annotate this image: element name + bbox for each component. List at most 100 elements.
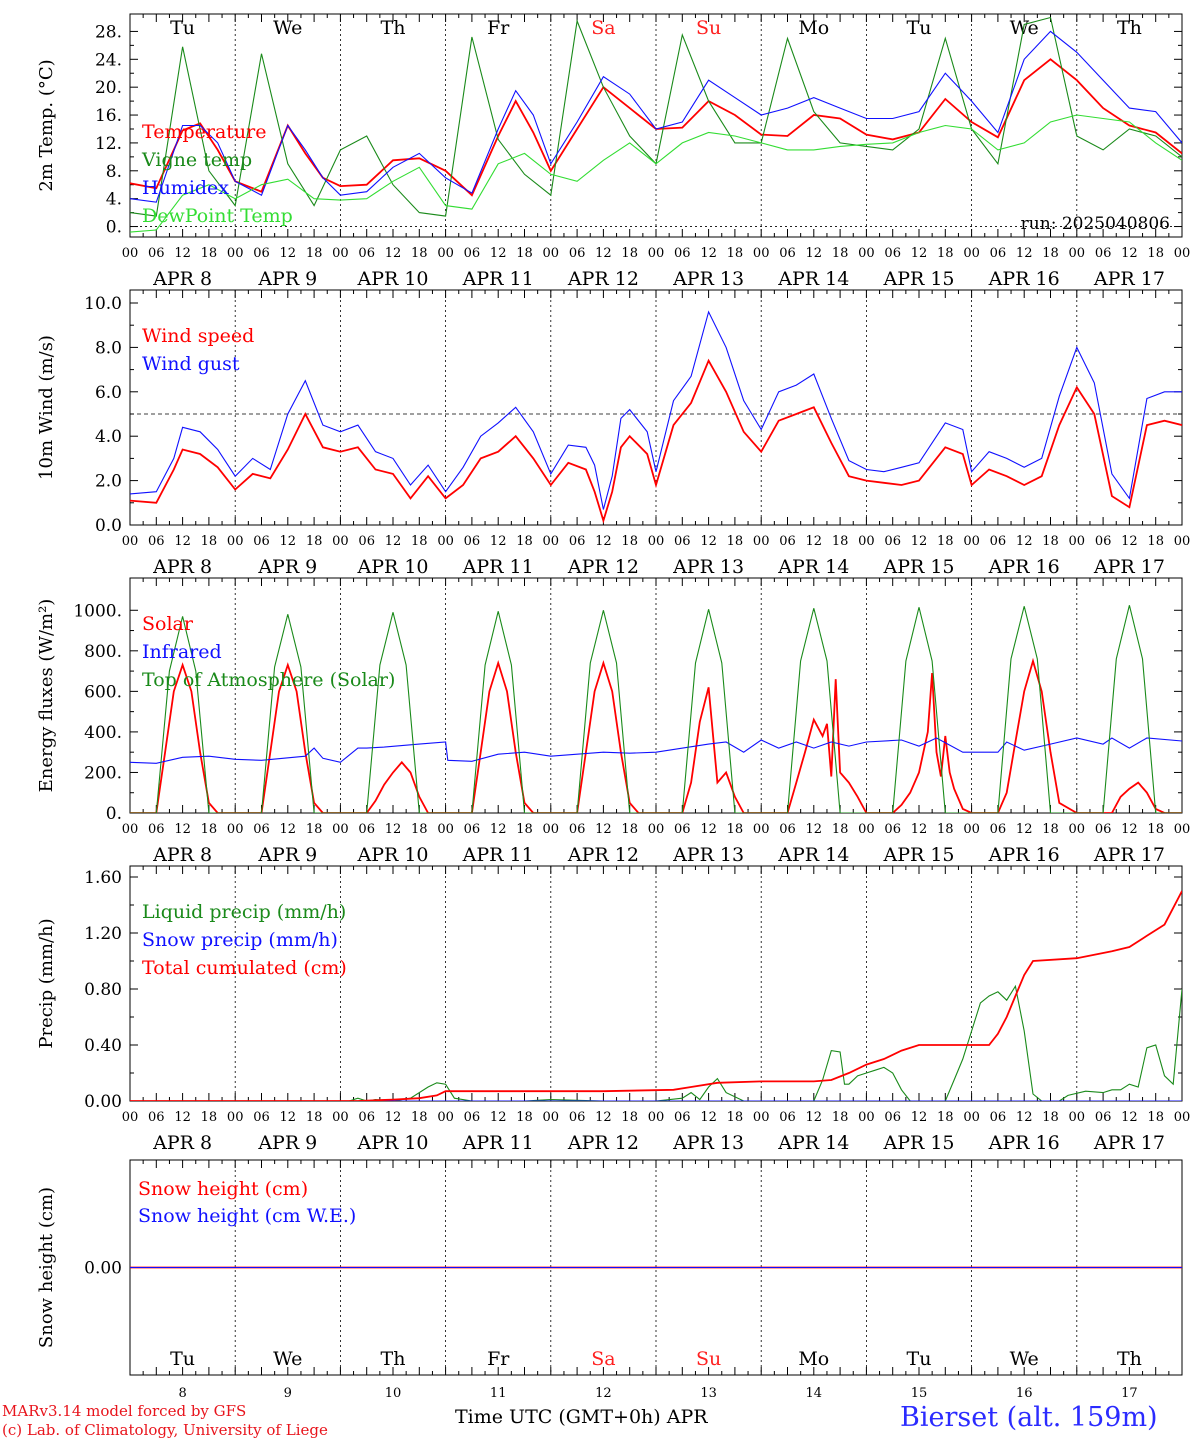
hour-tick-label: 06: [990, 822, 1007, 837]
y-tick-label: 28.: [95, 22, 122, 42]
hour-tick-label: 06: [674, 246, 691, 261]
date-label: APR 8: [152, 556, 212, 578]
hour-tick-label: 18: [937, 246, 954, 261]
hour-tick-label: 12: [1016, 246, 1033, 261]
hour-tick-label: 18: [1042, 822, 1059, 837]
hour-tick-label: 18: [727, 1110, 744, 1125]
y-tick-label: 0.00: [84, 1259, 122, 1279]
hour-tick-label: 00: [648, 534, 665, 549]
y-tick-label: 16.: [95, 106, 122, 126]
hour-tick-label: 18: [937, 822, 954, 837]
hour-tick-label: 18: [621, 1110, 638, 1125]
hour-tick-label: 00: [332, 534, 349, 549]
hour-tick-label: 00: [753, 246, 770, 261]
hour-tick-label: 06: [884, 246, 901, 261]
y-tick-label: 400.: [84, 723, 122, 743]
y-axis-label: 2m Temp. (°C): [36, 59, 57, 191]
date-label: APR 9: [257, 1132, 317, 1154]
hour-tick-label: 18: [516, 1110, 533, 1125]
hour-tick-label: 00: [543, 822, 560, 837]
series-top-of-atmosphere-solar-: [130, 605, 1182, 813]
hour-tick-label: 06: [148, 534, 165, 549]
hour-tick-label: 12: [490, 534, 507, 549]
date-label: APR 14: [777, 1132, 849, 1154]
panel-1: 0. 4. 8. 12. 16. 20. 24. 28. 2m Temp. (°C) 00 06 12…: [36, 13, 1190, 290]
hour-tick-label: 06: [779, 822, 796, 837]
hour-tick-label: 06: [1095, 534, 1112, 549]
hour-tick-label: 00: [122, 246, 139, 261]
hour-tick-label: 12: [280, 246, 297, 261]
y-tick-label: 6.0: [95, 383, 122, 403]
series-wind-gust: [130, 310, 1182, 510]
hour-tick-label: 12: [700, 534, 717, 549]
y-tick-label: 1.60: [84, 868, 122, 888]
y-axis-label: 10m Wind (m/s): [36, 335, 57, 480]
hour-tick-label: 00: [543, 534, 560, 549]
hour-tick-label: 00: [122, 1110, 139, 1125]
hour-tick-label: 06: [1095, 246, 1112, 261]
hour-tick-label: 00: [122, 822, 139, 837]
legend-entry: Total cumulated (cm): [142, 957, 347, 979]
date-label: APR 16: [988, 1132, 1060, 1154]
hour-tick-label: 18: [516, 822, 533, 837]
day-name: Tu: [170, 17, 195, 39]
legend-entry: Wind gust: [142, 353, 240, 375]
y-tick-label: 0.0: [95, 516, 122, 536]
y-axis-label: Snow height (cm): [36, 1187, 57, 1348]
day-name: We: [273, 1348, 302, 1370]
legend-entry: Snow precip (mm/h): [142, 929, 338, 951]
day-name: Su: [696, 1348, 721, 1370]
hour-tick-label: 00: [1174, 822, 1191, 837]
date-number: 9: [284, 1386, 292, 1401]
series-infrared: [130, 737, 1182, 764]
hour-tick-label: 00: [332, 246, 349, 261]
hour-tick-label: 18: [832, 822, 849, 837]
hour-tick-label: 06: [884, 1110, 901, 1125]
hour-tick-label: 06: [358, 246, 375, 261]
hour-tick-label: 12: [385, 1110, 402, 1125]
y-tick-label: 200.: [84, 763, 122, 783]
hour-tick-label: 00: [858, 1110, 875, 1125]
y-tick-label: 20.: [95, 78, 122, 98]
day-name: Su: [696, 17, 721, 39]
date-label: APR 15: [882, 268, 954, 290]
hour-tick-label: 12: [490, 246, 507, 261]
date-label: APR 16: [988, 268, 1060, 290]
x-axis-label: Time UTC (GMT+0h) APR: [455, 1406, 708, 1428]
hour-tick-label: 00: [437, 1110, 454, 1125]
hour-tick-label: 06: [464, 822, 481, 837]
hour-tick-label: 00: [963, 534, 980, 549]
hour-tick-label: 18: [201, 246, 218, 261]
hour-tick-label: 12: [385, 246, 402, 261]
day-name: Sa: [591, 17, 615, 39]
lab-credit: (c) Lab. of Climatology, University of L…: [2, 1421, 328, 1439]
day-name: We: [1010, 17, 1039, 39]
hour-tick-label: 12: [700, 822, 717, 837]
hour-tick-label: 00: [332, 822, 349, 837]
hour-tick-label: 00: [648, 822, 665, 837]
y-tick-label: 24.: [95, 50, 122, 70]
date-label: APR 14: [777, 268, 849, 290]
hour-tick-label: 06: [569, 1110, 586, 1125]
legend-entry: Humidex: [142, 177, 229, 199]
legend-entry: Solar: [142, 613, 194, 635]
hour-tick-label: 18: [832, 534, 849, 549]
hour-tick-label: 12: [280, 534, 297, 549]
panel-3: 0. 200. 400. 600. 800. 1000. Energy fluxes (W/…: [36, 577, 1191, 866]
hour-tick-label: 12: [1121, 822, 1138, 837]
hour-tick-label: 00: [227, 1110, 244, 1125]
date-label: APR 10: [356, 556, 428, 578]
y-tick-label: 1.20: [84, 924, 122, 944]
hour-tick-label: 00: [227, 534, 244, 549]
hour-tick-label: 12: [806, 534, 823, 549]
hour-tick-label: 12: [174, 1110, 191, 1125]
y-tick-label: 1000.: [73, 601, 122, 621]
hour-tick-label: 00: [122, 534, 139, 549]
hour-tick-label: 12: [385, 534, 402, 549]
day-name: We: [273, 17, 302, 39]
hour-tick-label: 18: [516, 534, 533, 549]
date-label: APR 12: [567, 844, 639, 866]
legend-entry: Infrared: [142, 641, 222, 663]
hour-tick-label: 12: [911, 1110, 928, 1125]
date-label: APR 15: [882, 556, 954, 578]
